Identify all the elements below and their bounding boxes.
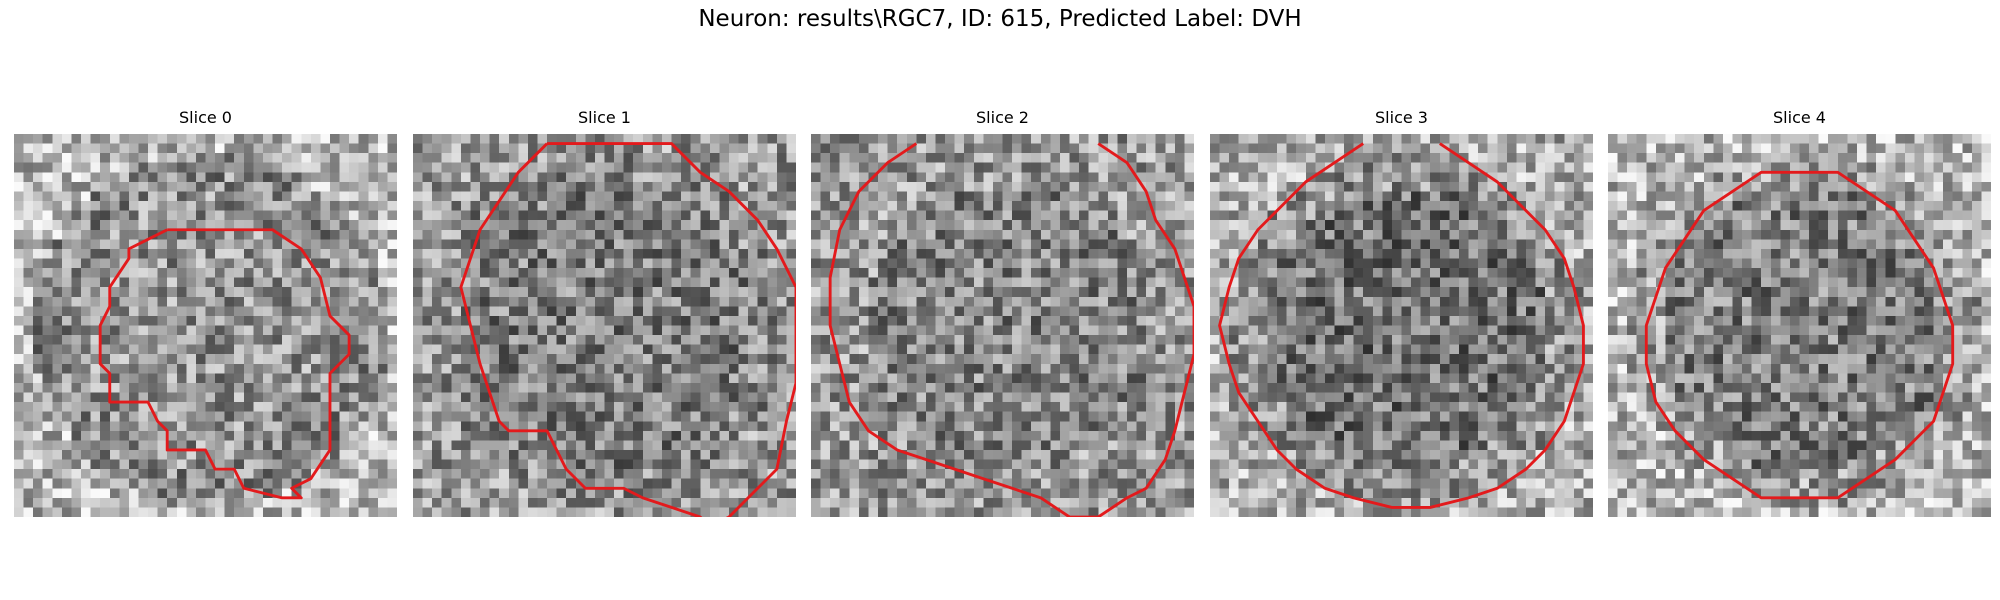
slice-image [811, 134, 1194, 517]
segmentation-contour [98, 228, 351, 500]
slice-pixels [1608, 134, 1991, 517]
slice-pixels [413, 134, 796, 517]
segmentation-contour [1218, 142, 1585, 509]
figure-suptitle: Neuron: results\RGC7, ID: 615, Predicted… [698, 6, 1302, 32]
segmentation-contour [1644, 170, 1955, 500]
slice-panel-4: Slice 4 [1608, 108, 1991, 518]
segmentation-contour [828, 142, 1194, 517]
slice-panel-2: Slice 2 [811, 108, 1194, 518]
slice-panel-3: Slice 3 [1210, 108, 1593, 518]
segmentation-contour [459, 142, 796, 517]
slice-pixels [811, 134, 1194, 517]
slice-panel-1: Slice 1 [413, 108, 796, 518]
slice-title: Slice 4 [1773, 108, 1826, 127]
slice-image [413, 134, 796, 517]
slice-image [1210, 134, 1593, 517]
slice-title: Slice 1 [578, 108, 631, 127]
slice-image [1608, 134, 1991, 517]
slice-title: Slice 2 [976, 108, 1029, 127]
slice-title: Slice 0 [179, 108, 232, 127]
slice-panel-0: Slice 0 [14, 108, 397, 518]
slice-title: Slice 3 [1375, 108, 1428, 127]
slice-image [14, 134, 397, 517]
